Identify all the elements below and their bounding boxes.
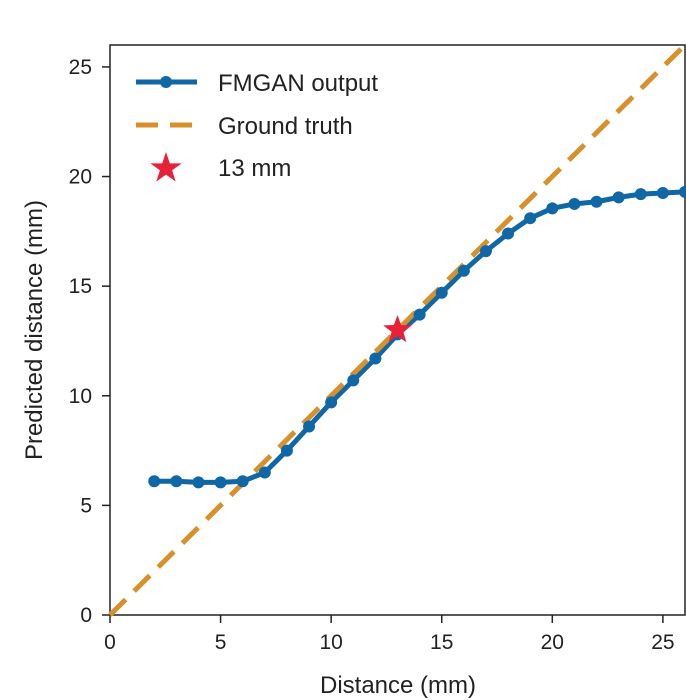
legend-ground-truth-label: Ground truth (218, 113, 353, 140)
fmgan-output-point (502, 227, 515, 240)
x-axis-label: Distance (mm) (320, 672, 476, 699)
legend-star-swatch (150, 152, 182, 182)
fmgan-output-point (435, 286, 448, 299)
legend: FMGAN output Ground truth 13 mm (136, 70, 378, 182)
fmgan-output-point (347, 374, 360, 387)
fmgan-output-point (214, 476, 227, 489)
y-tick-label: 25 (69, 56, 92, 79)
plot-frame (109, 44, 686, 616)
fmgan-output-point (546, 202, 559, 215)
series-layer (108, 43, 686, 617)
x-tick-label: 5 (215, 631, 227, 654)
y-tick-label: 10 (69, 385, 92, 408)
fmgan-output-point (369, 352, 382, 365)
y-axis-label: Predicted distance (mm) (21, 200, 48, 460)
fmgan-output-point (590, 195, 603, 208)
fmgan-output-point (170, 475, 183, 488)
y-tick-label: 20 (69, 166, 92, 189)
fmgan-output-point (325, 396, 338, 409)
y-tick-label: 5 (80, 494, 92, 517)
y-tick-label: 0 (80, 604, 92, 627)
fmgan-output-point (303, 420, 316, 433)
x-tick-label: 10 (319, 631, 342, 654)
fmgan-output-point (258, 466, 271, 479)
fmgan-output-point (280, 444, 293, 457)
legend-fmgan-swatch-marker (160, 76, 172, 88)
fmgan-output-point (457, 264, 470, 277)
fmgan-output-point (612, 191, 625, 204)
fmgan-output-point (413, 308, 426, 321)
fmgan-output-point (656, 186, 669, 199)
fmgan-output-line (154, 189, 686, 485)
fmgan-output-point (679, 185, 686, 198)
legend-fmgan-label: FMGAN output (218, 70, 378, 97)
x-tick-label: 25 (651, 631, 674, 654)
legend-13mm-label: 13 mm (218, 155, 291, 182)
fmgan-output-point (479, 245, 492, 258)
fmgan-output-point (568, 197, 581, 210)
fmgan-output-point (148, 475, 161, 488)
x-tick-label: 15 (430, 631, 453, 654)
fmgan-output-point (192, 476, 205, 489)
x-tick-label: 20 (541, 631, 564, 654)
fmgan-output-point (634, 188, 647, 201)
x-tick-label: 0 (104, 631, 116, 654)
axis-ticks: 0 5 10 15 20 25 0 5 10 15 20 25 (69, 56, 675, 654)
y-tick-label: 15 (69, 275, 92, 298)
marker-13mm-star (383, 315, 412, 343)
fmgan-output-point (524, 212, 537, 225)
fmgan-output-point (236, 475, 249, 488)
